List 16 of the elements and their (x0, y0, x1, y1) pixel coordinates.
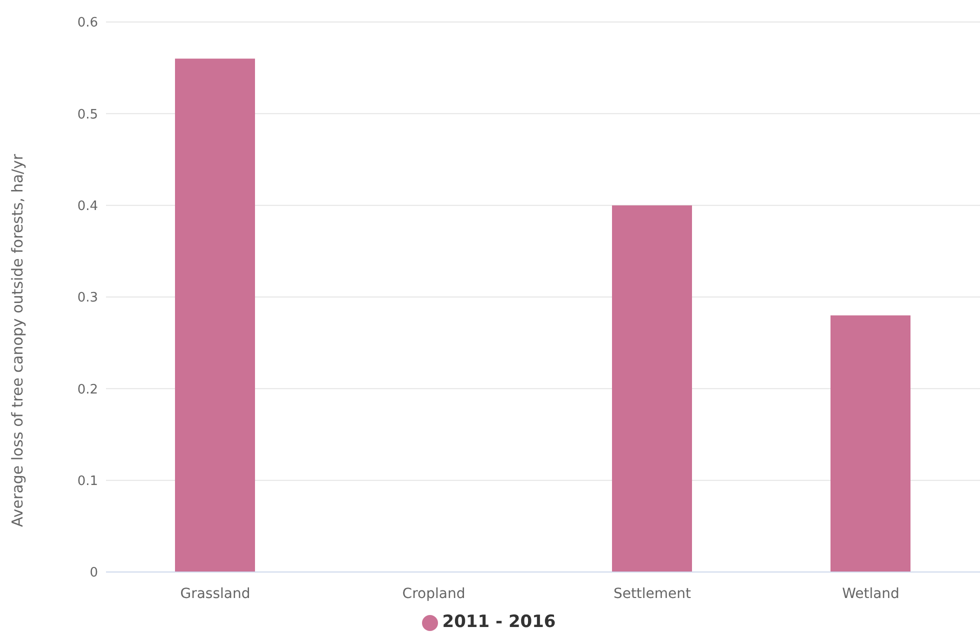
y-tick-label: 0.5 (77, 107, 98, 122)
x-tick-label: Cropland (402, 586, 466, 602)
y-tick-label: 0.3 (77, 290, 98, 306)
x-tick-label: Grassland (180, 586, 250, 602)
x-tick-label: Settlement (613, 586, 692, 602)
x-tick-label: Wetland (842, 586, 900, 602)
y-tick-label: 0.2 (77, 382, 98, 398)
bar (830, 315, 910, 572)
y-tick-label: 0.6 (77, 16, 98, 31)
y-axis-title: Average loss of tree canopy outside forests, ha/yr (8, 153, 26, 527)
bar (612, 205, 692, 572)
legend-label: 2011 - 2016 (442, 612, 556, 632)
y-tick-label: 0.1 (77, 474, 98, 489)
y-tick-label: 0 (90, 566, 98, 581)
bar (175, 58, 255, 572)
y-tick-label: 0.4 (77, 198, 98, 214)
